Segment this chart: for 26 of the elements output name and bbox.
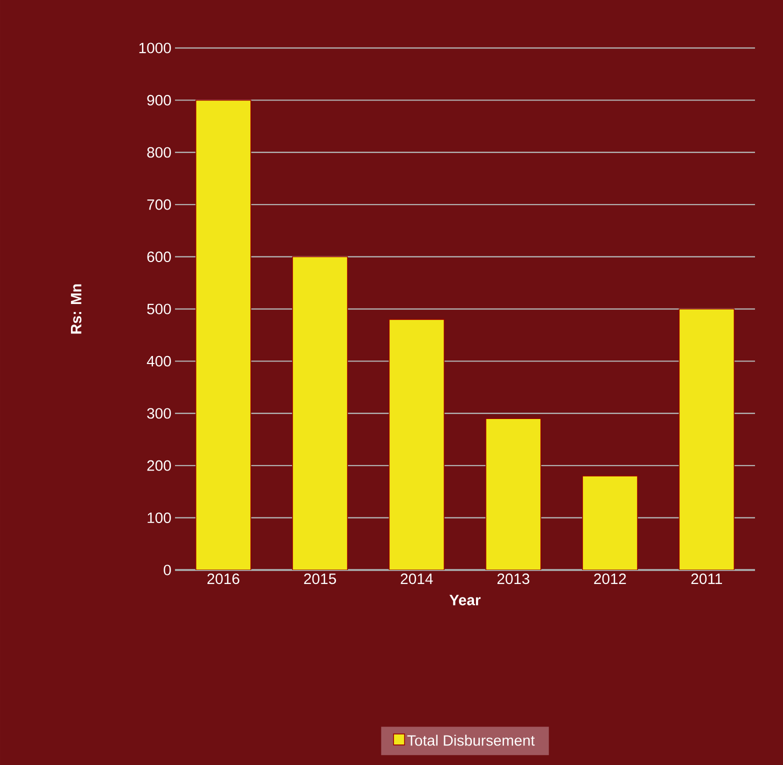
- y-tick-label: 700: [147, 199, 171, 210]
- x-tick-label: 2016: [207, 574, 240, 584]
- bar: [582, 476, 638, 570]
- y-tick-label: 0: [164, 564, 171, 576]
- bar: [678, 308, 735, 570]
- y-tick-label: 500: [147, 304, 171, 314]
- x-tick-label: 2013: [497, 574, 530, 584]
- y-tick-label: 300: [147, 408, 171, 419]
- x-tick-label: 2012: [594, 574, 626, 584]
- bar: [388, 319, 445, 570]
- bar: [292, 256, 348, 570]
- x-tick-label: 2014: [400, 574, 433, 584]
- y-tick-label: 100: [148, 512, 171, 524]
- y-axis-title: Rs: Mn: [70, 284, 82, 334]
- y-tick-label: 1000: [139, 42, 171, 54]
- y-tick-label: 900: [147, 94, 171, 106]
- x-tick-label: 2011: [691, 574, 722, 584]
- y-tick-label: 200: [147, 460, 171, 471]
- bar: [485, 418, 542, 570]
- bar: [195, 100, 252, 570]
- legend-label: Total Disbursement: [407, 734, 535, 746]
- x-tick-label: 2015: [304, 574, 336, 584]
- y-tick-label: 600: [147, 251, 171, 262]
- y-tick-label: 800: [147, 147, 171, 158]
- x-axis-title: Year: [449, 594, 481, 606]
- y-tick-label: 400: [146, 356, 171, 366]
